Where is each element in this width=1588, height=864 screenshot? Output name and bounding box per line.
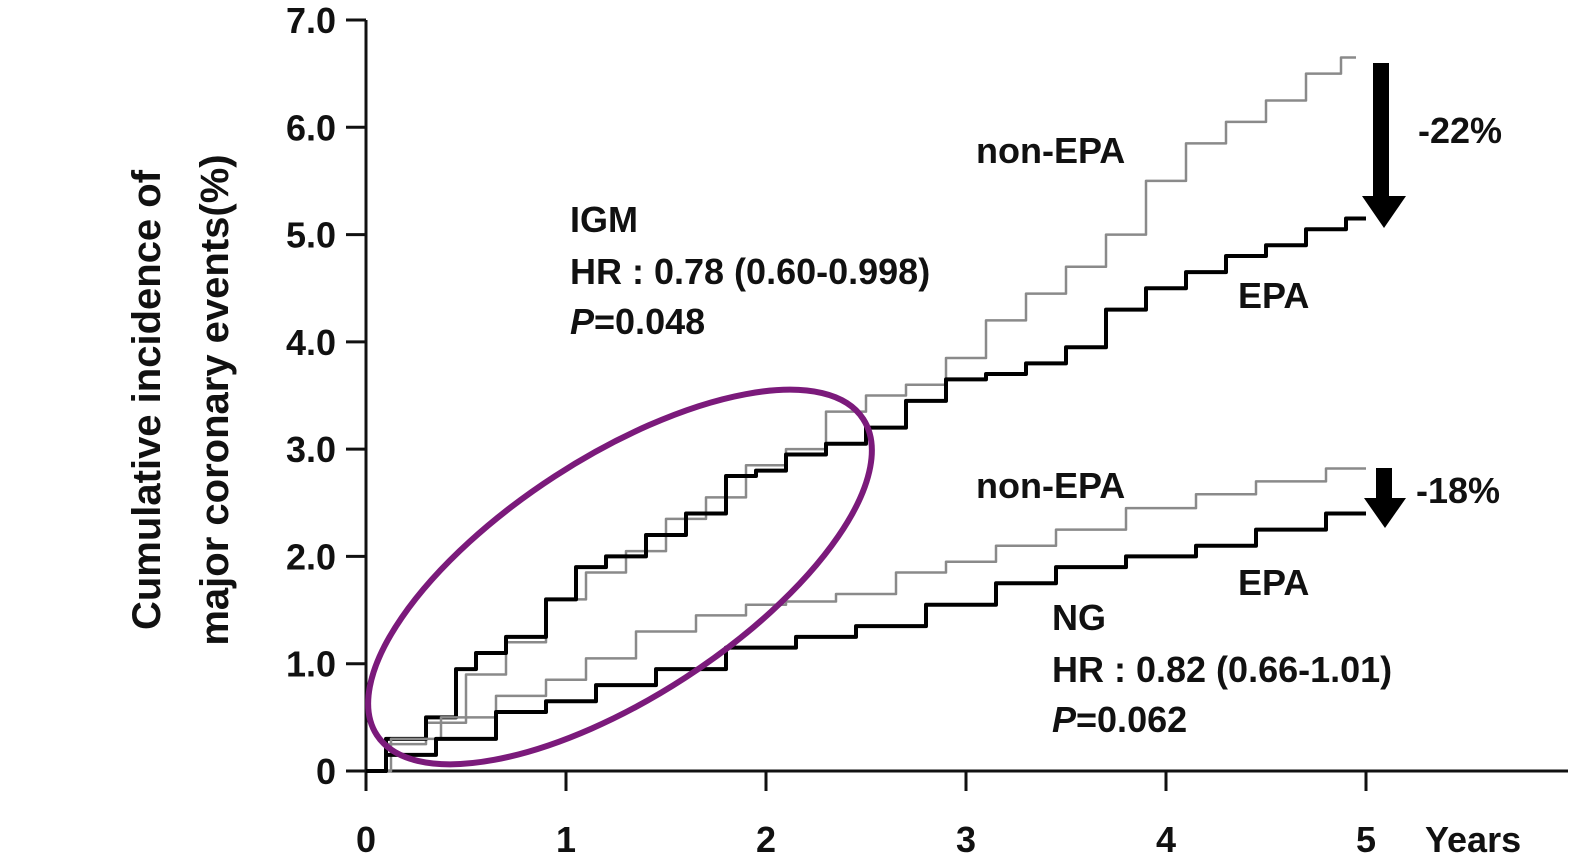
x-tick-label: 1 (556, 819, 576, 860)
x-tick-label: 2 (756, 819, 776, 860)
ng-p-symbol: P (1052, 699, 1077, 740)
x-tick-label: 0 (356, 819, 376, 860)
y-tick-label: 7.0 (286, 0, 336, 41)
x-tick-label: 5 (1356, 819, 1376, 860)
igm-reduction-arrow (1362, 63, 1406, 228)
x-axis-title: Years (1425, 819, 1521, 860)
y-tick-label: 2.0 (286, 536, 336, 577)
ng-p-label: P=0.062 (1052, 699, 1187, 740)
ng-p-value: =0.062 (1076, 699, 1187, 740)
igm-p-symbol: P (570, 301, 595, 342)
x-ticks: 0 1 2 3 4 5 (356, 771, 1376, 860)
igm-reduction-label: -22% (1418, 110, 1502, 151)
y-tick-label: 4.0 (286, 322, 336, 363)
y-axis-title: Cumulative incidence of major coronary e… (125, 154, 237, 645)
ng-non-epa-line (366, 467, 1366, 773)
igm-p-label: P=0.048 (570, 301, 705, 342)
ng-hr-label: HR : 0.82 (0.66-1.01) (1052, 649, 1392, 690)
igm-nonepa-label: non-EPA (976, 130, 1125, 171)
y-axis-title-line2: major coronary events(%) (193, 154, 237, 645)
ng-reduction-label: -18% (1416, 470, 1500, 511)
igm-p-value: =0.048 (594, 301, 705, 342)
y-tick-label: 3.0 (286, 429, 336, 470)
x-tick-label: 3 (956, 819, 976, 860)
ng-group-label: NG (1052, 597, 1106, 638)
series-layer (366, 56, 1366, 773)
y-axis-title-line1: Cumulative incidence of (125, 169, 169, 630)
igm-hr-label: HR : 0.78 (0.60-0.998) (570, 251, 930, 292)
igm-group-label: IGM (570, 199, 638, 240)
igm-epa-label: EPA (1238, 275, 1309, 316)
igm-non-epa-line (366, 56, 1356, 773)
y-tick-label: 5.0 (286, 215, 336, 256)
ng-epa-label: EPA (1238, 562, 1309, 603)
x-tick-label: 4 (1156, 819, 1176, 860)
y-tick-label: 0 (316, 751, 336, 792)
ng-nonepa-label: non-EPA (976, 465, 1125, 506)
y-ticks: 0 1.0 2.0 3.0 4.0 5.0 6.0 7.0 (286, 0, 366, 792)
y-tick-label: 6.0 (286, 107, 336, 148)
igm-epa-line (366, 216, 1366, 773)
y-tick-label: 1.0 (286, 644, 336, 685)
ng-reduction-arrow (1364, 468, 1406, 528)
ng-epa-line (366, 511, 1366, 773)
highlight-ellipse (365, 386, 875, 768)
